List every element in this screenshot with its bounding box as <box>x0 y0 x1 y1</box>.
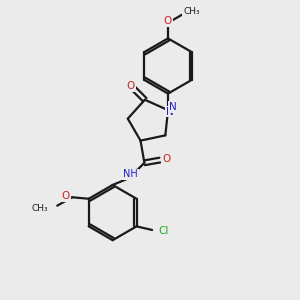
Text: Cl: Cl <box>158 226 169 236</box>
Text: O: O <box>61 191 70 201</box>
Text: CH₃: CH₃ <box>31 204 48 213</box>
Text: N: N <box>166 106 173 117</box>
Text: O: O <box>127 81 135 91</box>
Text: O: O <box>164 16 172 26</box>
Text: N: N <box>169 102 176 112</box>
Text: CH₃: CH₃ <box>183 7 200 16</box>
Text: NH: NH <box>123 169 138 179</box>
Text: O: O <box>162 154 170 164</box>
